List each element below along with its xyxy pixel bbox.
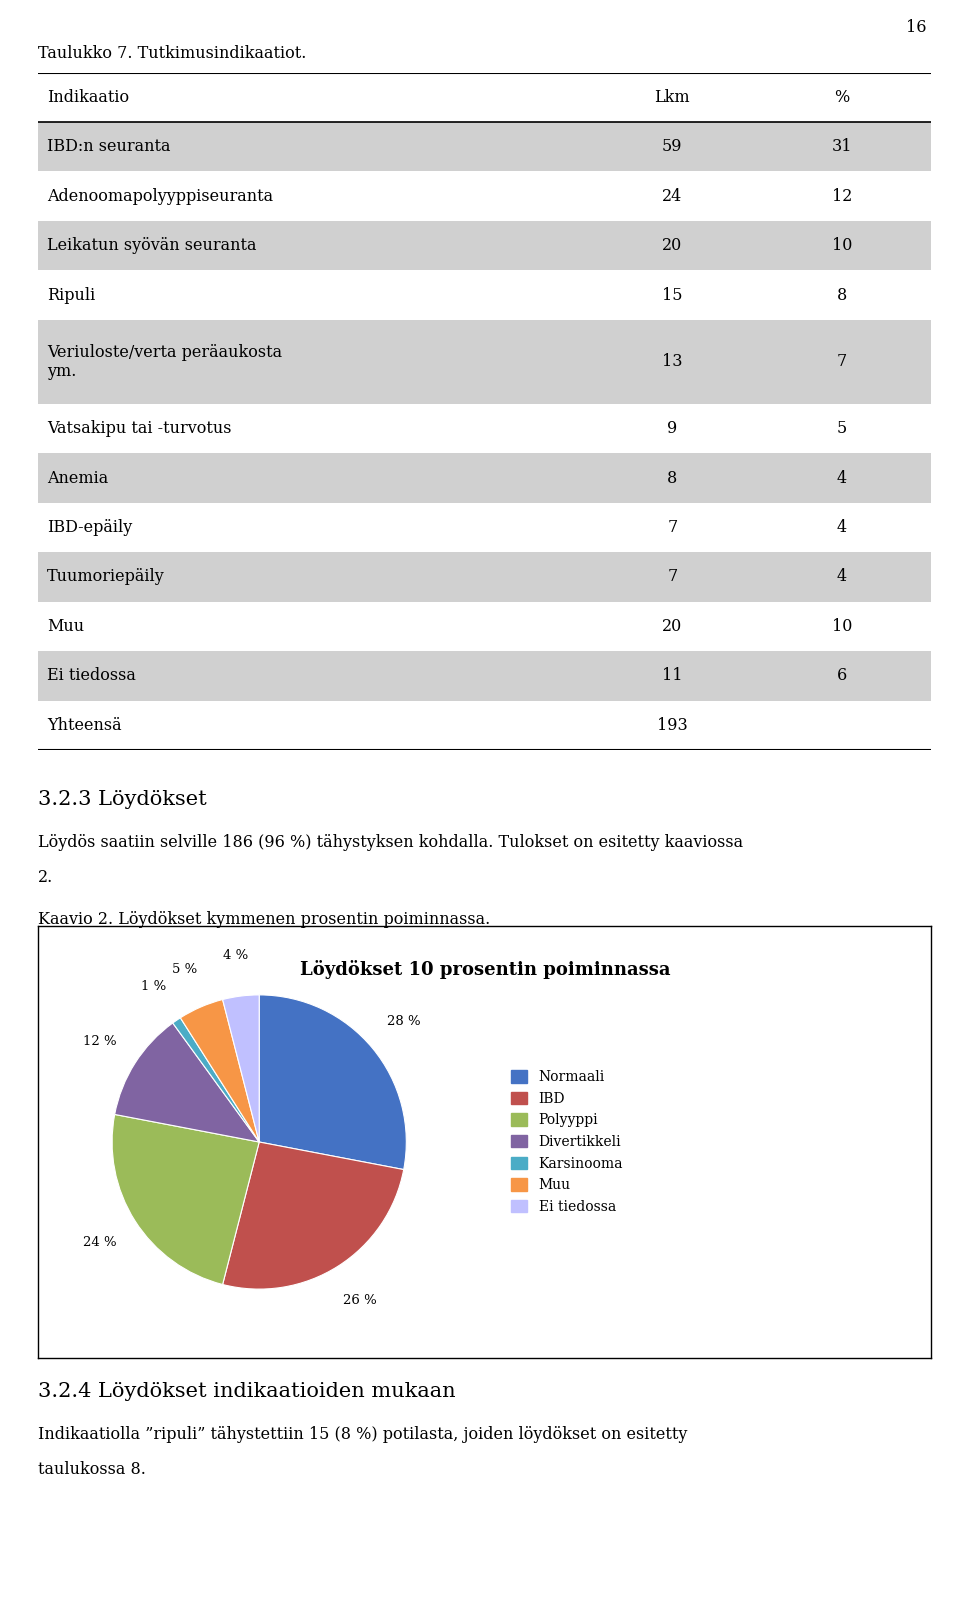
Text: Ripuli: Ripuli — [47, 287, 96, 303]
Text: 13: 13 — [662, 353, 683, 371]
Text: Indikaatiolla ”ripuli” tähystettiin 15 (8 %) potilasta, joiden löydökset on esit: Indikaatiolla ”ripuli” tähystettiin 15 (… — [38, 1426, 687, 1444]
Wedge shape — [223, 995, 259, 1142]
Text: Kaavio 2. Löydökset kymmenen prosentin poiminnassa.: Kaavio 2. Löydökset kymmenen prosentin p… — [38, 911, 491, 929]
Bar — [38, 319, 931, 403]
Text: 24: 24 — [662, 187, 683, 205]
Text: 26 %: 26 % — [344, 1295, 377, 1308]
Legend: Normaali, IBD, Polyyppi, Divertikkeli, Karsinooma, Muu, Ei tiedossa: Normaali, IBD, Polyyppi, Divertikkeli, K… — [505, 1065, 629, 1219]
Text: 24 %: 24 % — [84, 1237, 117, 1250]
Text: 10: 10 — [831, 618, 852, 636]
Text: 20: 20 — [662, 237, 683, 255]
Text: 4: 4 — [837, 519, 847, 536]
Text: 4 %: 4 % — [223, 948, 249, 961]
Text: 16: 16 — [906, 19, 926, 37]
Text: 8: 8 — [667, 469, 678, 487]
Wedge shape — [180, 1000, 259, 1142]
Text: 193: 193 — [657, 716, 687, 734]
Text: Anemia: Anemia — [47, 469, 108, 487]
Bar — [38, 652, 931, 700]
Text: Taulukko 7. Tutkimusindikaatiot.: Taulukko 7. Tutkimusindikaatiot. — [38, 45, 307, 63]
Text: 28 %: 28 % — [388, 1016, 421, 1029]
Text: Lkm: Lkm — [655, 89, 690, 106]
Text: 4: 4 — [837, 469, 847, 487]
Text: 7: 7 — [667, 568, 678, 586]
Text: 3.2.3 Löydökset: 3.2.3 Löydökset — [38, 790, 207, 810]
Wedge shape — [114, 1023, 259, 1142]
Bar — [38, 123, 931, 171]
Text: IBD-epäily: IBD-epäily — [47, 519, 132, 536]
Text: 7: 7 — [837, 353, 847, 371]
Text: Löydökset 10 prosentin poiminnassa: Löydökset 10 prosentin poiminnassa — [300, 960, 670, 979]
Text: Veriuloste/verta peräaukosta
ym.: Veriuloste/verta peräaukosta ym. — [47, 344, 282, 381]
Text: 1 %: 1 % — [141, 979, 166, 992]
Text: 5 %: 5 % — [172, 963, 197, 976]
Text: 9: 9 — [667, 419, 678, 437]
Text: 4: 4 — [837, 568, 847, 586]
Text: Indikaatio: Indikaatio — [47, 89, 130, 106]
Text: Adenoomapolyyppiseuranta: Adenoomapolyyppiseuranta — [47, 187, 274, 205]
Text: Leikatun syövän seuranta: Leikatun syövän seuranta — [47, 237, 257, 255]
Text: 3.2.4 Löydökset indikaatioiden mukaan: 3.2.4 Löydökset indikaatioiden mukaan — [38, 1382, 456, 1402]
Text: 31: 31 — [831, 139, 852, 155]
Bar — [38, 221, 931, 271]
Text: 5: 5 — [837, 419, 847, 437]
Wedge shape — [173, 1018, 259, 1142]
Text: 2.: 2. — [38, 869, 54, 887]
Text: Löydös saatiin selville 186 (96 %) tähystyksen kohdalla. Tulokset on esitetty ka: Löydös saatiin selville 186 (96 %) tähys… — [38, 834, 744, 852]
Text: 12: 12 — [831, 187, 852, 205]
Text: 59: 59 — [662, 139, 683, 155]
Text: Muu: Muu — [47, 618, 84, 636]
Text: Tuumoriepäily: Tuumoriepäily — [47, 568, 165, 586]
Wedge shape — [259, 995, 406, 1169]
Text: Yhteensä: Yhteensä — [47, 716, 122, 734]
Text: 15: 15 — [662, 287, 683, 303]
Text: 11: 11 — [662, 668, 683, 684]
Bar — [38, 453, 931, 503]
Text: 8: 8 — [837, 287, 847, 303]
Text: 7: 7 — [667, 519, 678, 536]
Wedge shape — [223, 1142, 404, 1289]
Text: 12 %: 12 % — [84, 1034, 117, 1047]
Text: 10: 10 — [831, 237, 852, 255]
Text: 6: 6 — [837, 668, 847, 684]
Text: taulukossa 8.: taulukossa 8. — [38, 1461, 146, 1479]
Bar — [38, 552, 931, 602]
Text: Ei tiedossa: Ei tiedossa — [47, 668, 136, 684]
Text: Vatsakipu tai -turvotus: Vatsakipu tai -turvotus — [47, 419, 231, 437]
Text: IBD:n seuranta: IBD:n seuranta — [47, 139, 171, 155]
Text: %: % — [834, 89, 850, 106]
Text: 20: 20 — [662, 618, 683, 636]
Wedge shape — [112, 1115, 259, 1284]
